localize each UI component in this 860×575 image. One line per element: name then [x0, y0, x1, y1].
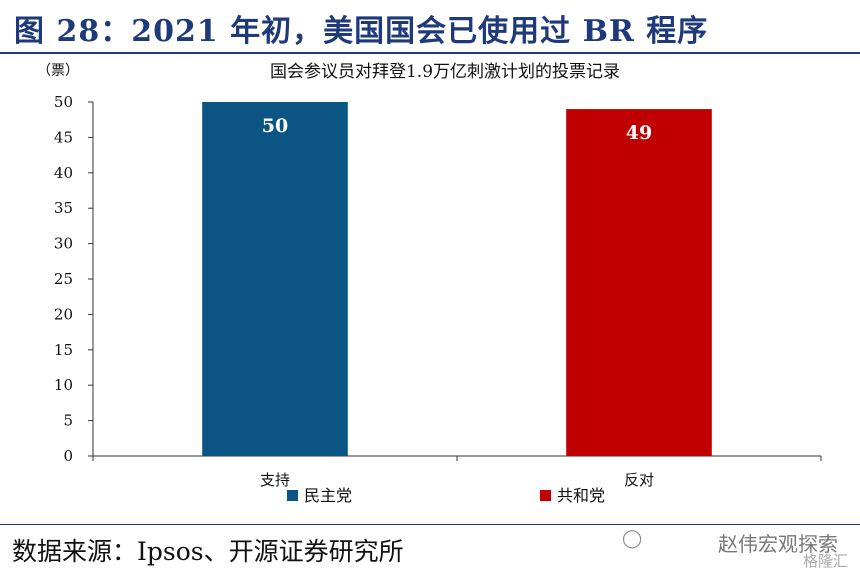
- y-tick-label: 20: [54, 305, 73, 323]
- legend-swatch: [287, 490, 298, 501]
- title-divider: [0, 52, 860, 54]
- x-tick-label: 支持: [260, 471, 290, 489]
- watermark-site: 格隆汇: [802, 552, 848, 570]
- y-tick-label: 50: [54, 93, 73, 111]
- bar-democrat: [202, 102, 348, 456]
- y-tick-label: 10: [54, 376, 73, 394]
- y-axis-unit: （票）: [37, 63, 79, 79]
- legend-label: 民主党: [304, 486, 352, 505]
- y-tick-label: 5: [63, 412, 73, 430]
- y-tick-label: 40: [54, 164, 73, 182]
- chart-title: 国会参议员对拜登1.9万亿刺激计划的投票记录: [270, 62, 620, 82]
- bar-data-label: 49: [626, 122, 652, 144]
- bottom-divider: [0, 524, 860, 525]
- bar-data-label: 50: [262, 115, 288, 137]
- legend-swatch: [540, 490, 551, 501]
- y-tick-label: 0: [63, 447, 73, 465]
- wechat-icon: ◯: [622, 528, 643, 549]
- x-tick-label: 反对: [624, 471, 654, 489]
- y-tick-label: 15: [54, 341, 73, 359]
- bar-republican: [566, 109, 712, 456]
- watermark: ◯ 赵伟宏观探索 格隆汇: [618, 526, 848, 570]
- figure-title: 图 28：2021 年初，美国国会已使用过 BR 程序: [14, 14, 709, 49]
- y-tick-label: 30: [54, 235, 73, 253]
- y-tick-label: 35: [54, 199, 73, 217]
- y-tick-label: 45: [54, 128, 73, 146]
- y-tick-label: 25: [54, 270, 73, 288]
- watermark-account: 赵伟宏观探索: [718, 532, 838, 556]
- bar-chart: 国会参议员对拜登1.9万亿刺激计划的投票记录 （票） 0 5 10 15 20 25 30 3…: [37, 62, 822, 505]
- source-note: 数据来源：Ipsos、开源证券研究所: [12, 537, 404, 566]
- legend-label: 共和党: [557, 486, 605, 505]
